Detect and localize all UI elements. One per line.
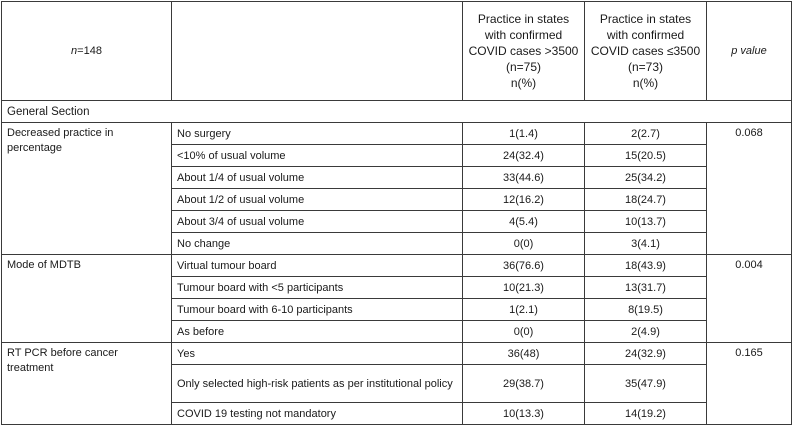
group1-value: 4(5.4) [462,210,585,233]
header-row: n=148 Practice in states with confirmed … [1,1,792,101]
group1-line-3: COVID cases >3500 [468,44,579,58]
option-cell: Yes [171,342,463,365]
group1-value: 36(76.6) [462,254,585,277]
option-cell: COVID 19 testing not mandatory [171,402,463,425]
group2-value: 10(13.7) [584,210,707,233]
group1-value: 1(2.1) [462,298,585,321]
group2-value: 2(2.7) [584,122,707,145]
table-row: Decreased practice in percentage No surge… [1,122,792,255]
n-header-cell: n=148 [1,1,172,101]
group2-value: 13(31.7) [584,276,707,299]
group2-value: 15(20.5) [584,144,707,167]
option-cell: Tumour board with <5 participants [171,276,463,299]
group2-value: 18(24.7) [584,188,707,211]
group1-value: 1(1.4) [462,122,585,145]
table-row: About 3/4 of usual volume 4(5.4) 10(13.7) [2,210,792,233]
group2-value: 14(19.2) [584,402,707,425]
option-cell: Tumour board with 6-10 participants [171,298,463,321]
table-row: Tumour board with <5 participants 10(21.3… [2,276,792,299]
pvalue-cell: 0.004 [706,254,792,343]
option-cell: As before [171,320,463,343]
group2-value: 3(4.1) [584,232,707,255]
n-value: =148 [77,45,102,57]
group1-value: 0(0) [462,232,585,255]
group2-line-2: with confirmed [606,28,685,42]
section-row: General Section [1,100,792,123]
group2-line-1: Practice in states [599,12,692,26]
group1-line-5: n(%) [510,76,537,90]
pvalue-cell: 0.165 [706,342,792,425]
option-cell: About 1/2 of usual volume [171,188,463,211]
group1-value: 33(44.6) [462,166,585,189]
group2-line-4: (n=73) [627,60,664,74]
group1-value: 36(48) [462,342,585,365]
group1-header-cell: Practice in states with confirmed COVID … [462,1,585,101]
option-cell: <10% of usual volume [171,144,463,167]
table-row: <10% of usual volume 24(32.4) 15(20.5) [2,144,792,167]
variable-label: Decreased practice in percentage [1,122,172,255]
table-row: No change 0(0) 3(4.1) [2,232,792,255]
option-cell: No surgery [171,122,463,145]
option-cell: Only selected high-risk patients as per … [171,364,463,403]
group1-line-1: Practice in states [477,12,570,26]
table-row: Tumour board with 6-10 participants 1(2.1… [2,298,792,321]
variable-label: RT PCR before cancer treatment [1,342,172,425]
section-title: General Section [1,100,792,123]
group1-value: 29(38.7) [462,364,585,403]
table-row: COVID 19 testing not mandatory 10(13.3) 14… [2,402,792,425]
pvalue-header: p value [731,45,767,57]
table-row: About 1/2 of usual volume 12(16.2) 18(24.7… [2,188,792,211]
pvalue-cell: 0.068 [706,122,792,255]
blank-header-cell [171,1,463,101]
option-cell: About 1/4 of usual volume [171,166,463,189]
group1-value: 10(13.3) [462,402,585,425]
option-cell: Virtual tumour board [171,254,463,277]
n-variable: n [71,45,78,57]
group1-line-2: with confirmed [484,28,563,42]
option-cell: No change [171,232,463,255]
group2-header-cell: Practice in states with confirmed COVID … [584,1,707,101]
group1-value: 24(32.4) [462,144,585,167]
option-cell: About 3/4 of usual volume [171,210,463,233]
group2-value: 2(4.9) [584,320,707,343]
table-row: Mode of MDTB Virtual tumour board 36(76.6)… [1,254,792,343]
group2-value: 24(32.9) [584,342,707,365]
group1-value: 0(0) [462,320,585,343]
results-table: n=148 Practice in states with confirmed … [1,1,792,425]
group1-line-4: (n=75) [505,60,542,74]
variable-label: Mode of MDTB [1,254,172,343]
group1-value: 12(16.2) [462,188,585,211]
group2-line-5: n(%) [632,76,659,90]
group2-value: 35(47.9) [584,364,707,403]
group2-value: 18(43.9) [584,254,707,277]
group2-value: 25(34.2) [584,166,707,189]
group2-value: 8(19.5) [584,298,707,321]
pvalue-header-cell: p value [706,1,792,101]
group1-value: 10(21.3) [462,276,585,299]
group2-line-3: COVID cases ≤3500 [590,44,701,58]
table-row: RT PCR before cancer treatment Yes 36(48) 2… [1,342,792,425]
